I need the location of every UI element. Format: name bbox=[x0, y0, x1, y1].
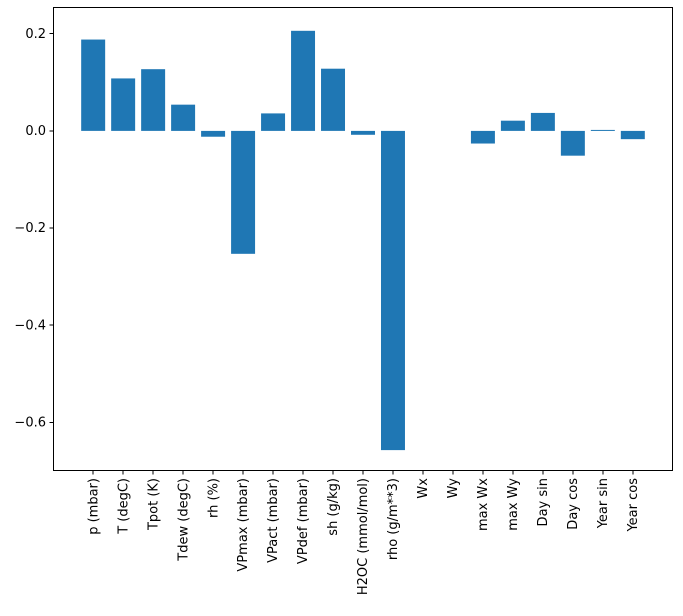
x-tick-label: sh (g/kg) bbox=[326, 478, 341, 536]
y-tick-label: 0.0 bbox=[25, 124, 46, 139]
x-tick-label: Year sin bbox=[596, 478, 611, 529]
x-tick-label: Day sin bbox=[536, 478, 551, 526]
bar bbox=[291, 30, 316, 131]
x-tick-label: VPact (mbar) bbox=[266, 478, 281, 563]
x-tick-label: VPdef (mbar) bbox=[296, 478, 311, 564]
x-tick-label: Wy bbox=[446, 478, 461, 499]
x-tick-label: rh (%) bbox=[206, 478, 221, 518]
x-tick-label: Tdew (degC) bbox=[176, 478, 191, 562]
x-tick-label: p (mbar) bbox=[86, 478, 101, 535]
bar bbox=[111, 78, 136, 131]
plot-area-border bbox=[53, 7, 673, 471]
x-tick-label: Wx bbox=[416, 478, 431, 499]
y-tick-label: 0.2 bbox=[25, 27, 46, 42]
y-axis: 0.2 0.0 −0.2 −0.4 −0.6 bbox=[14, 27, 53, 431]
x-tick-label: H2OC (mmol/mol) bbox=[356, 478, 371, 595]
bar bbox=[351, 130, 375, 135]
x-tick-label: T (degC) bbox=[116, 478, 131, 535]
x-tick-label: rho (g/m**3) bbox=[386, 478, 401, 560]
bar bbox=[500, 120, 525, 131]
bar bbox=[530, 112, 555, 131]
x-tick-label: Year cos bbox=[626, 478, 641, 533]
bar bbox=[231, 130, 256, 254]
bar bbox=[261, 113, 286, 131]
x-tick-label: max Wy bbox=[506, 478, 521, 531]
bar bbox=[470, 130, 495, 144]
x-tick-label: VPmax (mbar) bbox=[236, 478, 251, 572]
y-tick-label: −0.6 bbox=[14, 416, 46, 431]
bar bbox=[141, 69, 166, 131]
bar bbox=[171, 104, 196, 131]
bar bbox=[81, 39, 106, 131]
bar bbox=[590, 129, 615, 131]
x-tick-label: Tpot (K) bbox=[146, 478, 161, 531]
bar-series bbox=[81, 30, 645, 451]
x-axis: p (mbar) T (degC) Tpot (K) Tdew (degC) rh (%… bbox=[86, 471, 641, 595]
bar bbox=[321, 68, 346, 131]
y-tick-label: −0.4 bbox=[14, 318, 46, 333]
x-tick-label: max Wx bbox=[476, 478, 491, 531]
bar bbox=[560, 130, 585, 156]
bar bbox=[201, 130, 226, 137]
bar bbox=[380, 130, 405, 451]
x-tick-label: Day cos bbox=[566, 478, 581, 530]
bar bbox=[620, 130, 645, 140]
y-tick-label: −0.2 bbox=[14, 221, 46, 236]
